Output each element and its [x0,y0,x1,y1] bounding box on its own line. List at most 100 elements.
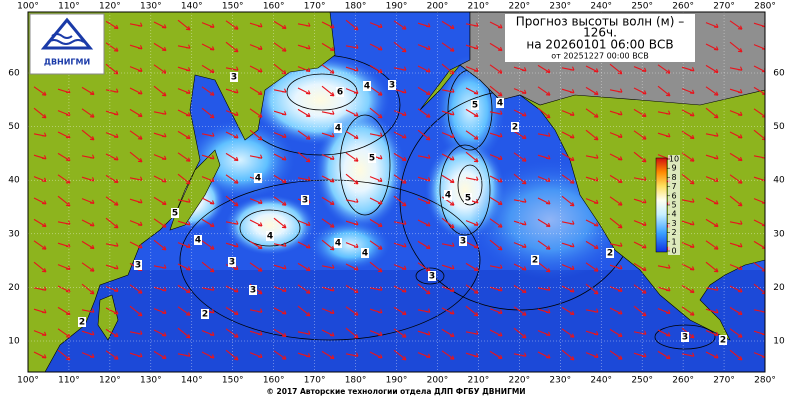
arrow [273,242,287,247]
arrow [585,219,599,227]
arrow [153,175,167,183]
arrow [513,284,527,294]
arrow [393,20,407,30]
arrow [705,218,719,228]
arrow [129,22,143,27]
arrow [369,64,383,74]
colorbar-label: 2 [671,228,676,237]
arrow [417,352,431,358]
arrow [417,154,431,159]
lon-label-bottom: 260° [672,376,694,386]
arrow [465,151,479,163]
contour-label: 2 [202,310,208,320]
arrow [225,88,239,94]
arrow [129,352,143,358]
arrow [489,21,503,29]
arrow [729,306,743,316]
arrow [513,198,527,203]
arrow [729,174,743,184]
arrow [273,132,287,138]
arrow [177,66,191,72]
arrow [633,151,647,163]
lon-label-bottom: 250° [631,376,653,386]
arrow [201,351,215,359]
arrow [345,284,359,294]
arrow [489,286,503,292]
arrow [441,110,455,116]
arrow [417,108,431,118]
contour-label: 3 [389,81,395,91]
lat-label-left: 40 [8,176,20,186]
logo-text: ДВНИГМИ [44,58,90,67]
lon-label-top: 230° [549,2,571,12]
lon-label-top: 120° [99,2,121,12]
lon-label-top: 250° [631,2,653,12]
arrow [225,20,239,30]
arrow [489,154,503,160]
arrow [537,218,551,228]
arrow [105,42,119,52]
arrow [729,41,743,53]
arrow [561,220,575,225]
arrow [465,22,479,27]
lat-label-right: 30 [773,229,785,239]
arrow [201,154,215,160]
lat-label-left: 20 [8,283,20,293]
arrow [81,154,95,159]
arrow [297,305,311,317]
lon-label-bottom: 200° [427,376,449,386]
map [28,12,765,372]
contour-label: 2 [532,256,538,266]
arrow [489,264,503,269]
arrow [57,195,71,207]
contour-label-bg [459,236,467,246]
arrow [105,264,119,270]
arrow [105,20,119,30]
contour-label-bg [201,309,209,319]
arrow [417,86,431,96]
arrow [393,110,407,116]
arrow [225,220,239,225]
arrow [345,198,359,203]
arrow [513,263,527,271]
arrow [465,330,479,335]
arrow [321,175,335,183]
arrow [33,197,47,205]
arrow [465,284,479,294]
arrow [633,220,647,226]
arrow [705,22,719,28]
arrow [681,352,695,357]
arrow [729,242,743,248]
arrow [177,220,191,226]
arrow [201,176,215,182]
contour-label: 4 [267,232,273,242]
arrow [201,107,215,119]
arrow [609,328,623,338]
lon-label-top: 170° [304,2,326,12]
arrow [153,110,167,115]
arrow [81,198,95,204]
contour-label: 4 [335,239,341,249]
colorbar-label: 7 [671,182,676,191]
arrow [393,242,407,248]
arrow [81,283,95,295]
contour-label-bg [368,153,376,163]
lon-label-bottom: 210° [468,376,490,386]
arrow [561,110,575,116]
arrow [321,42,335,52]
arrow [345,173,359,185]
contour-label: 5 [465,194,471,204]
arrow [513,327,527,339]
lon-label-top: 190° [386,2,408,12]
arrow [81,108,95,118]
arrow [489,196,503,206]
contour-label: 2 [720,336,726,346]
arrow [225,131,239,139]
arrow [465,66,479,72]
arrow [561,264,575,270]
arrow [729,328,743,338]
arrow [105,350,119,360]
arrow [273,88,287,93]
arrow [633,87,647,95]
arrow [105,88,119,93]
